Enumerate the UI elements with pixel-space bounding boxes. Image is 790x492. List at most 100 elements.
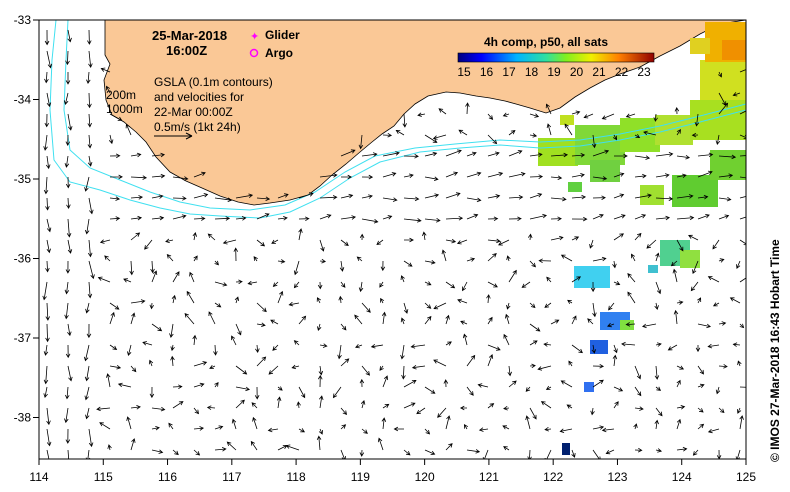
velocity-arrow <box>45 155 51 170</box>
velocity-arrow <box>566 404 573 409</box>
velocity-arrow <box>109 311 115 325</box>
contour-label-200m: 200m <box>106 88 136 102</box>
velocity-arrow <box>487 238 501 244</box>
velocity-arrow <box>487 253 497 262</box>
velocity-arrow <box>465 102 470 115</box>
velocity-arrow <box>718 214 730 220</box>
velocity-arrow <box>432 134 447 140</box>
velocity-arrows <box>42 29 746 459</box>
velocity-arrow <box>697 170 713 178</box>
velocity-arrow <box>715 134 721 146</box>
legend-argo-label: Argo <box>265 46 293 60</box>
velocity-arrow <box>560 254 573 262</box>
y-tick-label: -35 <box>14 172 32 186</box>
velocity-arrow <box>627 273 636 283</box>
velocity-arrow <box>214 216 231 221</box>
velocity-arrow <box>251 402 258 409</box>
legend-glider-label: Glider <box>265 28 300 42</box>
velocity-arrow <box>46 428 52 447</box>
velocity-arrow <box>360 399 366 409</box>
velocity-arrow <box>424 176 439 181</box>
velocity-arrow <box>571 216 588 222</box>
velocity-arrow <box>235 365 248 375</box>
velocity-arrow <box>104 255 111 262</box>
velocity-arrow <box>445 215 464 221</box>
velocity-arrow <box>634 133 641 139</box>
velocity-arrow <box>487 403 495 409</box>
velocity-arrow <box>319 173 338 178</box>
velocity-arrow <box>319 239 325 252</box>
velocity-arrow <box>653 113 658 122</box>
velocity-arrow <box>193 171 206 178</box>
velocity-arrow <box>466 354 476 367</box>
velocity-arrow <box>293 260 300 276</box>
velocity-arrow <box>545 103 552 115</box>
velocity-arrow <box>86 323 92 339</box>
velocity-arrow <box>739 155 746 157</box>
velocity-arrow <box>65 50 70 66</box>
velocity-arrow <box>214 382 219 388</box>
velocity-arrow <box>655 342 662 347</box>
velocity-arrow <box>354 314 363 325</box>
velocity-arrow <box>109 364 122 370</box>
velocity-arrow <box>66 197 71 210</box>
velocity-arrow <box>317 323 322 332</box>
velocity-arrow <box>319 214 332 220</box>
velocity-arrow <box>340 193 354 199</box>
velocity-arrow <box>592 302 597 318</box>
velocity-arrow <box>592 379 604 388</box>
velocity-arrow <box>64 281 70 295</box>
velocity-arrow <box>193 426 205 431</box>
velocity-arrow <box>130 438 136 451</box>
velocity-arrow <box>130 232 141 241</box>
velocity-arrow <box>151 215 165 221</box>
velocity-arrow <box>717 71 722 78</box>
velocity-arrow <box>487 354 494 367</box>
velocity-arrow <box>583 113 594 119</box>
velocity-arrow <box>130 175 148 180</box>
velocity-arrow <box>655 252 660 262</box>
velocity-arrow <box>256 196 271 201</box>
velocity-arrow <box>505 313 510 325</box>
velocity-arrow <box>340 449 346 459</box>
velocity-arrow <box>676 154 691 160</box>
velocity-arrow <box>403 173 414 179</box>
velocity-arrow <box>592 195 606 200</box>
velocity-arrow <box>142 341 153 346</box>
velocity-arrow <box>358 134 364 150</box>
velocity-arrow <box>172 271 180 283</box>
velocity-arrow <box>424 449 436 455</box>
velocity-arrow <box>67 29 72 43</box>
velocity-arrow <box>707 276 720 283</box>
velocity-arrow <box>109 113 123 121</box>
velocity-arrow <box>235 279 243 285</box>
velocity-arrow <box>625 113 636 118</box>
velocity-arrow <box>404 237 414 243</box>
velocity-arrow <box>130 365 137 373</box>
velocity-arrow <box>318 395 324 409</box>
velocity-arrow <box>340 358 350 367</box>
velocity-arrow <box>64 302 69 320</box>
velocity-arrow <box>361 302 371 313</box>
velocity-arrow <box>718 258 725 263</box>
velocity-arrow <box>601 113 615 120</box>
velocity-arrow <box>151 406 166 412</box>
velocity-arrow <box>45 260 50 273</box>
velocity-arrow <box>502 112 510 117</box>
velocity-arrow <box>571 449 576 458</box>
velocity-arrow <box>739 69 746 73</box>
velocity-arrow <box>293 340 300 346</box>
velocity-arrow <box>739 176 746 180</box>
velocity-arrow <box>186 290 195 304</box>
velocity-arrow <box>235 386 251 392</box>
velocity-arrow <box>529 133 538 138</box>
velocity-arrow <box>718 196 732 202</box>
velocity-arrow <box>166 253 174 262</box>
velocity-arrow <box>654 365 660 380</box>
velocity-arrow <box>338 295 343 304</box>
velocity-arrow <box>341 174 353 180</box>
velocity-arrow <box>317 281 323 290</box>
x-tick-label: 122 <box>543 470 563 484</box>
velocity-arrow <box>84 365 90 382</box>
velocity-arrow <box>424 151 438 157</box>
